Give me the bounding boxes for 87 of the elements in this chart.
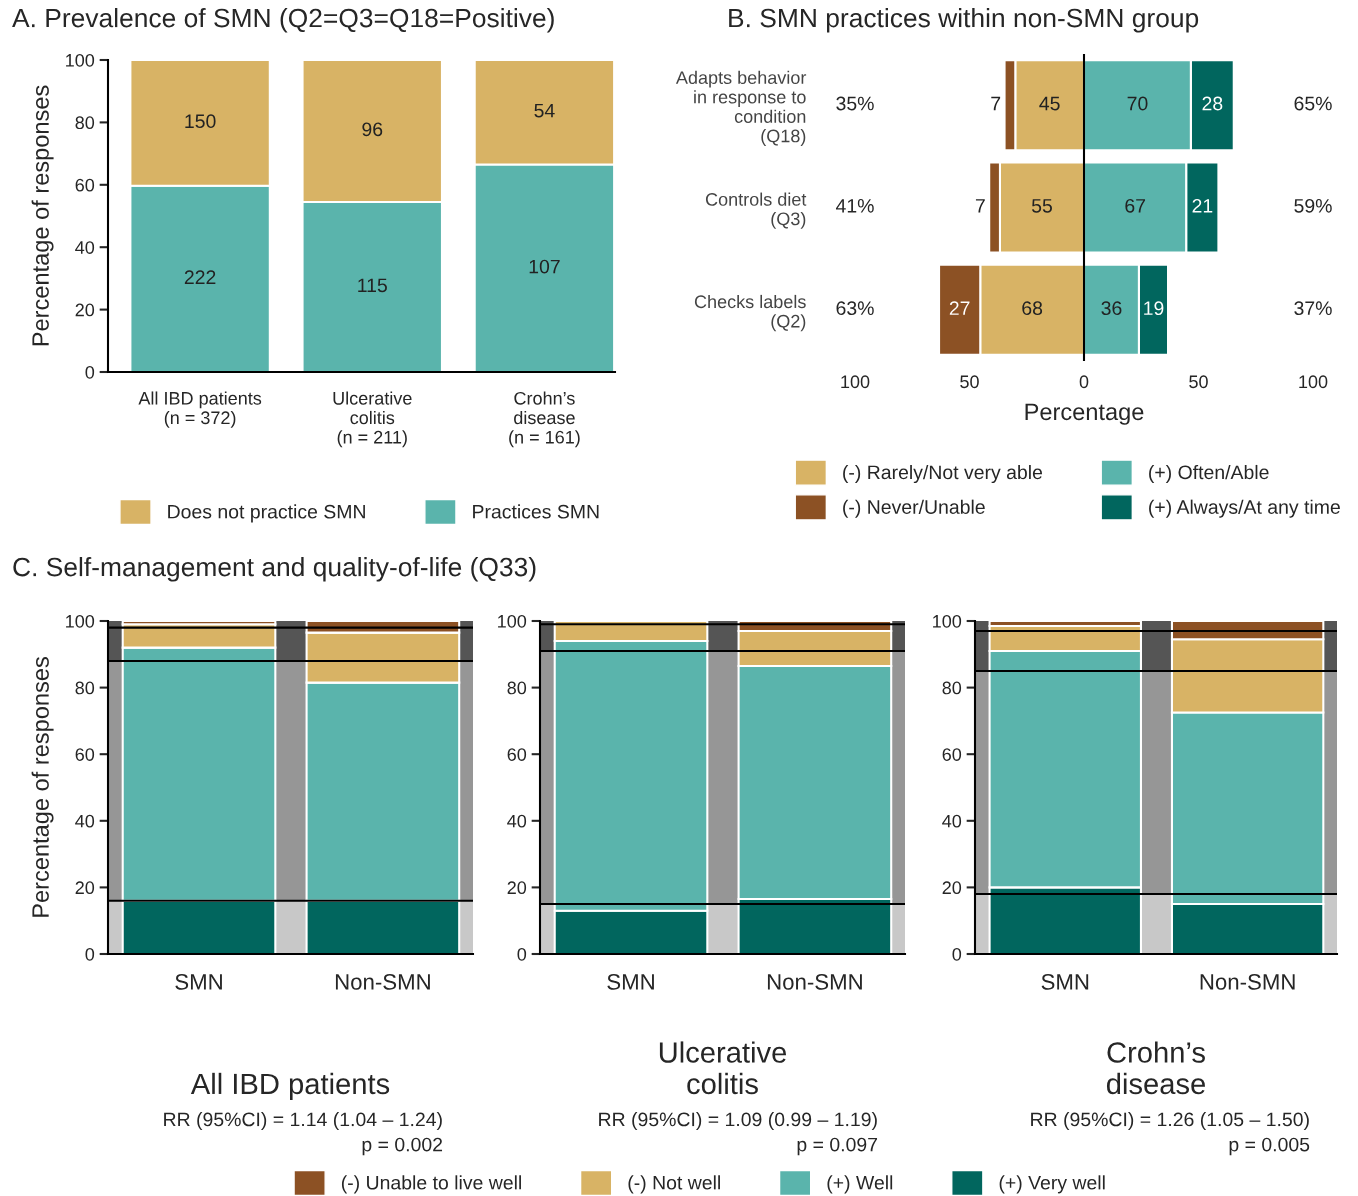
text: RR (95%CI) = 1.26 (1.05 – 1.50) p = 0.005 bbox=[1031, 1112, 1310, 1156]
annotation: 55 bbox=[1031, 199, 1052, 213]
annotation: 27 bbox=[949, 301, 970, 315]
y-tick-label: 40 bbox=[942, 814, 962, 828]
y-tick-label: 100 bbox=[66, 614, 95, 628]
annotation: 70 bbox=[1127, 96, 1148, 111]
annotation: 222 bbox=[184, 270, 216, 284]
x-tick-label: 50 bbox=[1189, 375, 1208, 389]
x-tick-label: Non-SMN bbox=[767, 974, 862, 990]
x-axis-title: Crohn’s disease bbox=[1106, 1041, 1205, 1095]
x-tick-label: Non-SMN bbox=[1200, 974, 1295, 990]
annotation: 19 bbox=[1144, 301, 1164, 316]
annotation: 36 bbox=[1101, 301, 1122, 316]
x-tick-label: 100 bbox=[1299, 375, 1328, 389]
legend-label: Does not practice SMN bbox=[168, 504, 365, 523]
annotation: 21 bbox=[1192, 198, 1213, 213]
legend-label: (+) Often/Able bbox=[1149, 464, 1269, 484]
annotation: 115 bbox=[358, 278, 387, 293]
y-tick-label: 20 bbox=[75, 303, 95, 317]
legend-label: (-) Not well bbox=[628, 1175, 720, 1194]
chart-title: B. SMN practices within non-SMN group bbox=[729, 8, 1199, 33]
y-tick-label: 100 bbox=[498, 614, 527, 628]
annotation: 35% bbox=[836, 96, 874, 111]
x-tick-label: 100 bbox=[841, 375, 870, 389]
x-tick-label: Non-SMN bbox=[335, 974, 430, 990]
annotation: 54 bbox=[534, 103, 555, 118]
annotation: 7 bbox=[991, 96, 1001, 111]
x-tick-label: SMN bbox=[175, 974, 222, 990]
annotation: 28 bbox=[1202, 96, 1223, 111]
y-tick-label: 40 bbox=[75, 241, 95, 254]
legend-label: (+) Very well bbox=[999, 1175, 1105, 1194]
x-axis-title: All IBD patients bbox=[190, 1072, 390, 1100]
y-tick-label: 80 bbox=[507, 681, 527, 695]
annotation: 150 bbox=[185, 114, 216, 129]
y-tick-label: 0 bbox=[85, 947, 95, 961]
x-tick-label: SMN bbox=[1041, 974, 1089, 990]
legend-label: (+) Always/At any time bbox=[1149, 499, 1340, 518]
legend-label: (-) Rarely/Not very able bbox=[843, 464, 1043, 484]
x-tick-label: 50 bbox=[960, 375, 979, 389]
annotation: 45 bbox=[1039, 96, 1060, 111]
y-axis-title: Percentage of responses bbox=[31, 85, 54, 346]
x-axis-title: Ulcerative colitis bbox=[659, 1041, 787, 1095]
annotation: 65% bbox=[1294, 96, 1332, 111]
y-tick-label: Adapts behavior in response to condition (Q18) bbox=[675, 70, 807, 146]
legend-label: (-) Unable to live well bbox=[341, 1175, 521, 1194]
y-tick-label: 0 bbox=[952, 947, 962, 961]
y-tick-label: Checks labels (Q2) bbox=[694, 294, 806, 332]
y-tick-label: 20 bbox=[507, 881, 527, 895]
x-tick-label: 0 bbox=[1079, 375, 1089, 389]
y-tick-label: 0 bbox=[85, 365, 95, 379]
x-tick-label: SMN bbox=[607, 974, 654, 990]
annotation: 68 bbox=[1022, 301, 1043, 316]
x-tick-label: Ulcerative colitis (n = 211) bbox=[333, 391, 412, 448]
y-tick-label: Controls diet (Q3) bbox=[705, 192, 807, 229]
legend-label: (+) Well bbox=[827, 1175, 893, 1194]
annotation: 41% bbox=[835, 199, 874, 213]
y-axis-title: Percentage of responses bbox=[31, 657, 54, 917]
y-tick-label: 60 bbox=[507, 748, 527, 761]
text: RR (95%CI) = 1.09 (0.99 – 1.19) p = 0.097 bbox=[599, 1112, 878, 1156]
annotation: 7 bbox=[975, 199, 985, 213]
annotation: 96 bbox=[362, 122, 383, 137]
y-tick-label: 80 bbox=[75, 681, 95, 695]
legend-label: (-) Never/Unable bbox=[843, 499, 985, 518]
y-tick-label: 40 bbox=[75, 814, 95, 828]
annotation: 59% bbox=[1294, 198, 1332, 213]
y-tick-label: 40 bbox=[507, 814, 527, 828]
legend-label: Practices SMN bbox=[473, 504, 599, 519]
chart-title: A. Prevalence of SMN (Q2=Q3=Q18=Positive) bbox=[12, 8, 554, 33]
x-tick-label: Crohn’s disease (n = 161) bbox=[509, 391, 580, 448]
annotation: 37% bbox=[1294, 301, 1332, 316]
annotation: 63% bbox=[836, 301, 874, 316]
annotation: 67 bbox=[1125, 198, 1146, 213]
x-axis-title: Percentage bbox=[1025, 403, 1144, 425]
y-tick-label: 60 bbox=[75, 748, 95, 761]
y-tick-label: 20 bbox=[942, 881, 962, 895]
annotation: 107 bbox=[529, 259, 560, 274]
y-tick-label: 100 bbox=[933, 614, 962, 628]
y-tick-label: 80 bbox=[942, 681, 962, 695]
x-tick-label: All IBD patients (n = 372) bbox=[138, 391, 262, 428]
text: RR (95%CI) = 1.14 (1.04 – 1.24) p = 0.002 bbox=[164, 1112, 443, 1156]
y-tick-label: 80 bbox=[75, 116, 95, 130]
y-tick-label: 60 bbox=[75, 178, 95, 192]
y-tick-label: 100 bbox=[66, 53, 95, 67]
y-tick-label: 60 bbox=[942, 748, 962, 761]
y-tick-label: 20 bbox=[75, 881, 95, 895]
chart-title: C. Self-management and quality-of-life (Q33) bbox=[13, 557, 536, 582]
y-tick-label: 0 bbox=[517, 947, 527, 961]
